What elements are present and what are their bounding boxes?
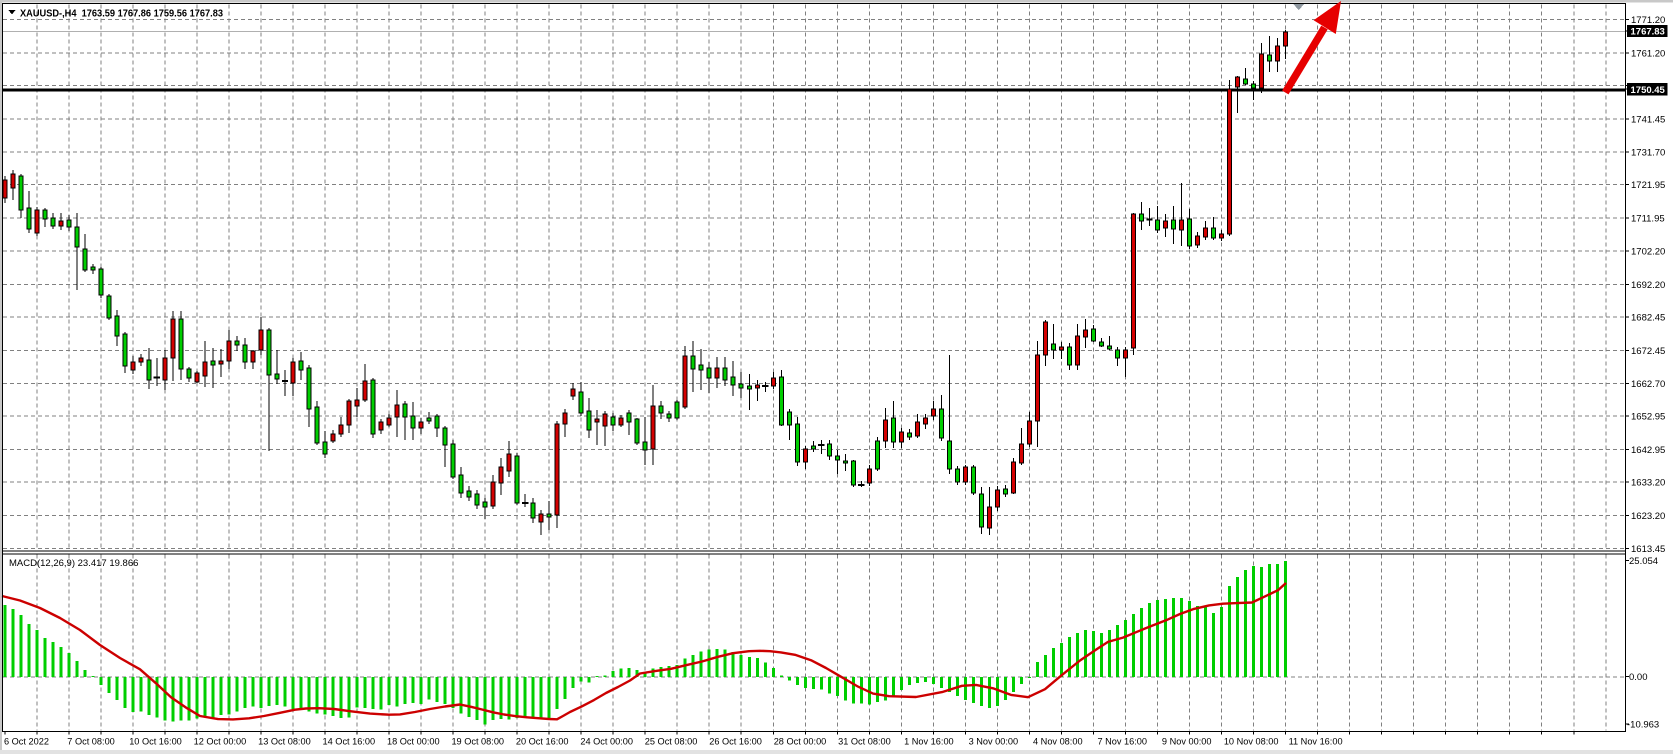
svg-text:20 Oct 16:00: 20 Oct 16:00: [516, 737, 569, 747]
svg-text:1692.20: 1692.20: [1631, 280, 1665, 291]
svg-text:10 Nov 08:00: 10 Nov 08:00: [1224, 737, 1279, 747]
svg-text:1633.20: 1633.20: [1631, 478, 1665, 489]
svg-text:1731.70: 1731.70: [1631, 147, 1665, 158]
svg-text:1721.95: 1721.95: [1631, 180, 1665, 191]
svg-text:24 Oct 00:00: 24 Oct 00:00: [580, 737, 633, 747]
svg-text:25.054: 25.054: [1629, 556, 1658, 567]
svg-text:1623.20: 1623.20: [1631, 511, 1665, 522]
svg-text:12 Oct 00:00: 12 Oct 00:00: [194, 737, 247, 747]
svg-text:9 Nov 00:00: 9 Nov 00:00: [1162, 737, 1212, 747]
svg-text:1761.20: 1761.20: [1631, 49, 1665, 60]
svg-text:7 Nov 16:00: 7 Nov 16:00: [1097, 737, 1147, 747]
svg-text:1642.95: 1642.95: [1631, 445, 1665, 456]
svg-text:3 Nov 00:00: 3 Nov 00:00: [969, 737, 1019, 747]
svg-text:XAUUSD-,H4 1763.59 1767.86 17: XAUUSD-,H4 1763.59 1767.86 1759.56 1767.…: [20, 8, 223, 19]
svg-text:6 Oct 2022: 6 Oct 2022: [4, 737, 49, 747]
svg-text:1662.70: 1662.70: [1631, 379, 1665, 390]
svg-text:0.00: 0.00: [1629, 672, 1648, 683]
svg-text:26 Oct 16:00: 26 Oct 16:00: [709, 737, 762, 747]
svg-text:25 Oct 08:00: 25 Oct 08:00: [645, 737, 698, 747]
svg-text:31 Oct 08:00: 31 Oct 08:00: [838, 737, 891, 747]
svg-text:19 Oct 08:00: 19 Oct 08:00: [451, 737, 504, 747]
svg-text:1682.45: 1682.45: [1631, 313, 1665, 324]
svg-text:-10.963: -10.963: [1627, 720, 1659, 731]
svg-text:1771.20: 1771.20: [1631, 15, 1665, 26]
svg-text:14 Oct 16:00: 14 Oct 16:00: [323, 737, 376, 747]
svg-text:1613.45: 1613.45: [1631, 544, 1665, 555]
svg-text:28 Oct 00:00: 28 Oct 00:00: [774, 737, 827, 747]
svg-text:1652.95: 1652.95: [1631, 412, 1665, 423]
svg-text:1672.45: 1672.45: [1631, 346, 1665, 357]
svg-text:1767.83: 1767.83: [1631, 27, 1665, 38]
svg-text:MACD(12,26,9) 23.417 19.866: MACD(12,26,9) 23.417 19.866: [9, 558, 138, 569]
svg-text:1741.45: 1741.45: [1631, 115, 1665, 126]
svg-text:10 Oct 16:00: 10 Oct 16:00: [129, 737, 182, 747]
svg-text:1 Nov 16:00: 1 Nov 16:00: [904, 737, 954, 747]
svg-text:1750.45: 1750.45: [1631, 85, 1666, 96]
svg-text:1702.20: 1702.20: [1631, 246, 1665, 257]
svg-text:18 Oct 00:00: 18 Oct 00:00: [387, 737, 440, 747]
svg-text:13 Oct 08:00: 13 Oct 08:00: [258, 737, 311, 747]
svg-text:7 Oct 08:00: 7 Oct 08:00: [67, 737, 115, 747]
svg-text:4 Nov 08:00: 4 Nov 08:00: [1033, 737, 1083, 747]
svg-text:1711.95: 1711.95: [1631, 214, 1665, 225]
svg-text:11 Nov 16:00: 11 Nov 16:00: [1289, 737, 1343, 747]
